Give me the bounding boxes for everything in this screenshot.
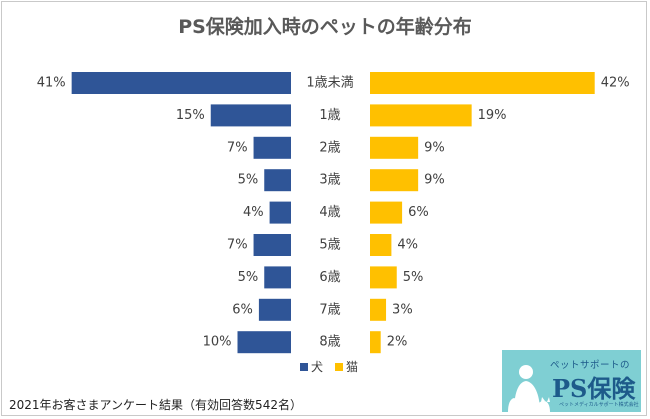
bar-cat (370, 104, 472, 127)
category-label: 3歳 (319, 173, 340, 188)
chart-title: PS保険加入時のペットの年齢分布 (178, 16, 472, 38)
data-label-dog: 10% (203, 335, 232, 350)
category-label: 1歳未満 (306, 76, 353, 91)
bar-cat (370, 201, 403, 224)
category-label: 7歳 (319, 302, 340, 317)
bar-dog (253, 136, 291, 159)
data-label-dog: 6% (232, 302, 253, 317)
legend-swatch-cat (335, 363, 343, 371)
bar-dog (258, 298, 291, 321)
data-label-cat: 42% (601, 76, 630, 91)
data-label-cat: 3% (392, 302, 413, 317)
ps-hoken-logo: ペットサポートの PS保険 ペットメディカルサポート株式会社 (502, 350, 641, 412)
bar-cat (370, 298, 387, 321)
category-label: 5歳 (319, 238, 340, 253)
legend-swatch-dog (300, 363, 308, 371)
data-label-dog: 15% (176, 108, 205, 123)
category-label: 8歳 (319, 335, 340, 350)
bar-dog (269, 201, 291, 224)
category-label: 2歳 (319, 140, 340, 155)
bar-cat (370, 331, 381, 354)
category-label: 6歳 (319, 270, 340, 285)
data-label-cat: 5% (403, 270, 424, 285)
bar-cat (370, 136, 419, 159)
bar-cat (370, 169, 419, 192)
category-label: 4歳 (319, 205, 340, 220)
data-label-cat: 19% (478, 108, 507, 123)
bar-cat (370, 72, 595, 94)
data-label-dog: 5% (238, 270, 259, 285)
bar-dog (264, 169, 291, 192)
data-label-cat: 9% (424, 140, 445, 155)
logo-name: PS保険 (552, 374, 636, 403)
bar-dog (71, 72, 292, 94)
logo-tagline: ペットサポートの (550, 360, 631, 371)
bar-dog (210, 104, 291, 127)
bar-cat (370, 234, 392, 256)
bar-cat (370, 266, 397, 289)
data-label-dog: 5% (238, 173, 259, 188)
bar-dog (237, 331, 291, 354)
data-label-dog: 7% (227, 140, 248, 155)
data-label-cat: 2% (387, 335, 408, 350)
data-label-cat: 9% (424, 173, 445, 188)
data-label-dog: 4% (243, 205, 264, 220)
legend-label-cat: 猫 (346, 360, 358, 374)
bar-dog (264, 266, 291, 289)
data-label-cat: 4% (397, 238, 418, 253)
data-label-dog: 7% (227, 238, 248, 253)
pet-silhouette-icon (508, 365, 550, 412)
bar-dog (253, 234, 291, 256)
data-label-cat: 6% (408, 205, 429, 220)
logo-subtext: ペットメディカルサポート株式会社 (559, 402, 639, 408)
category-label: 1歳 (319, 108, 340, 123)
data-label-dog: 41% (37, 76, 66, 91)
legend-label-dog: 犬 (311, 360, 323, 374)
footnote: 2021年お客さまアンケート結果（有効回答数542名） (9, 398, 302, 412)
